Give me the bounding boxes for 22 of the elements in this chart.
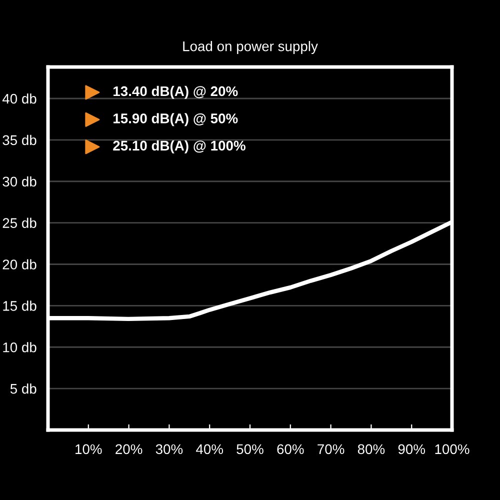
x-tick-label: 60% <box>277 444 304 454</box>
chart-title: Load on power supply <box>183 41 318 54</box>
x-tick-label: 20% <box>116 444 142 454</box>
x-tick-label: 70% <box>318 444 344 454</box>
y-tick-label: 20 db <box>2 259 36 270</box>
x-tick-label: 10% <box>76 444 102 454</box>
x-tick-label: 90% <box>398 444 426 454</box>
y-tick-label: 25 db <box>2 218 36 228</box>
x-tick-label: 30% <box>156 444 183 454</box>
y-tick-label: 5 db <box>10 384 36 394</box>
x-tick-label: 80% <box>358 444 385 454</box>
x-tick-label: 50% <box>236 444 264 454</box>
y-tick-label: 15 db <box>3 300 36 311</box>
annotation: 25.10 dB(A) @ 100% <box>113 140 246 154</box>
x-tick-label: 40% <box>196 444 224 454</box>
y-tick-label: 40 db <box>2 93 36 104</box>
y-tick-label: 30 db <box>2 176 36 187</box>
annotation: 15.90 dB(A) @ 50% <box>114 113 238 126</box>
x-tick-label: 100% <box>435 444 470 454</box>
y-tick-label: 10 db <box>3 342 36 352</box>
y-tick-label: 35 db <box>2 134 36 146</box>
annotation: 13.40 dB(A) @ 20% <box>114 86 238 99</box>
